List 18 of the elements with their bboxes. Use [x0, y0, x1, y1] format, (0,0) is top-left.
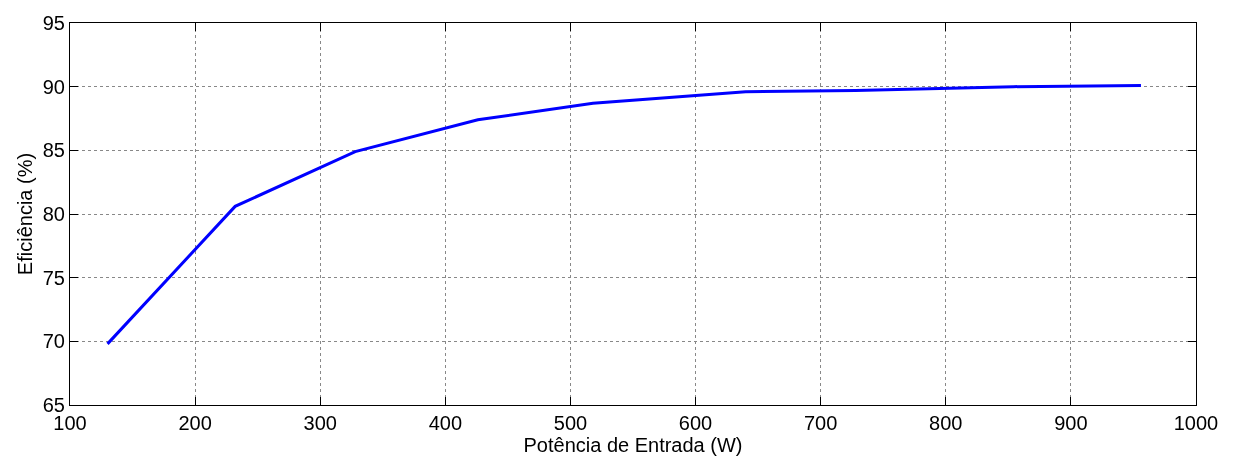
x-tick-label: 300 — [303, 412, 337, 434]
x-tick-label: 400 — [428, 412, 463, 434]
x-tick-label: 900 — [1054, 412, 1088, 434]
y-axis-title: Eficiência (%) — [14, 152, 37, 276]
y-tick-label: 70 — [42, 330, 65, 353]
x-tick-label: 800 — [929, 412, 963, 434]
line-series — [106, 83, 1143, 346]
x-tick-label: 1000 — [1173, 412, 1219, 434]
y-tick-label: 90 — [42, 75, 65, 98]
x-tick-label: 700 — [803, 412, 838, 434]
x-tick-label: 600 — [678, 412, 713, 434]
x-axis-title: Potência de Entrada (W) — [523, 434, 743, 456]
y-tick-label: 85 — [42, 139, 65, 162]
x-tick-label: 500 — [553, 412, 588, 434]
y-tick-label: 95 — [42, 12, 65, 34]
y-tick-label: 80 — [42, 203, 65, 225]
x-tick-label: 200 — [178, 412, 212, 434]
y-tick-label: 75 — [42, 266, 65, 289]
